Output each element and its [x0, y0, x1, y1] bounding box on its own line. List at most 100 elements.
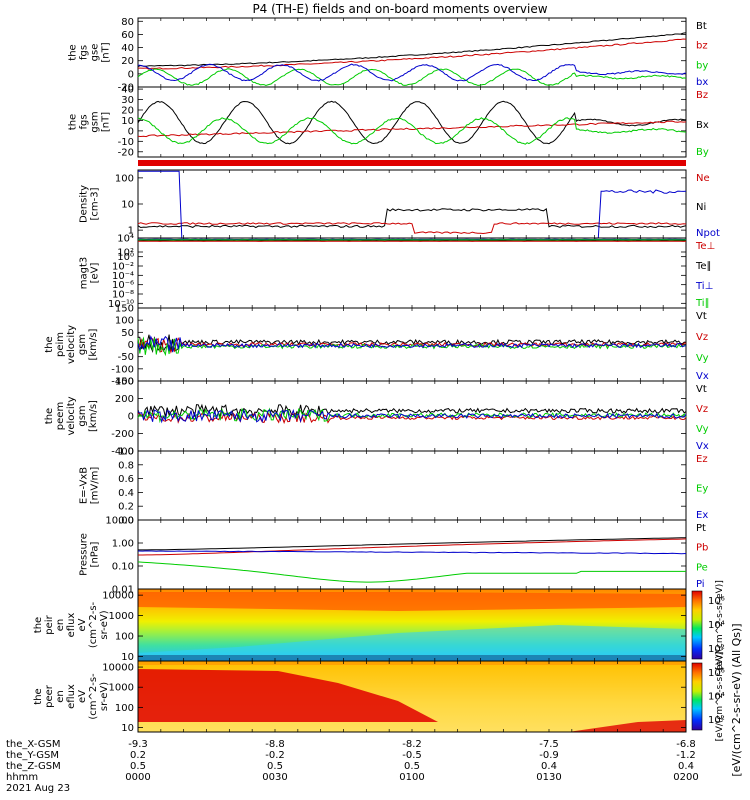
panel-peem-velocity: -400 -200 0 200 400 the peem velocity gsm [km/s] V… [44, 377, 709, 458]
y-axis-label: Pressure [79, 533, 90, 576]
y-axis-label: (cm^2-s- [88, 601, 99, 648]
legend-entry: by [696, 60, 708, 71]
series-Vx [137, 335, 687, 353]
series-Npot [138, 170, 687, 239]
y-axis-label: the [44, 336, 55, 352]
x-tick-label: 0.4 [541, 761, 557, 772]
colorbar-tick-label: 10² [708, 644, 725, 655]
legend-entry: bx [696, 77, 708, 88]
panel-traces [137, 100, 687, 145]
panel-traces [137, 403, 687, 425]
series-Bx [137, 100, 686, 145]
legend-entry: Vz [696, 404, 708, 415]
legend-entry: Bt [696, 21, 707, 32]
panel-traces [137, 537, 687, 583]
x-axis: the_X-GSM the_Y-GSM the_Z-GSM hhmm 2021 … [6, 739, 699, 794]
y-axis-label: eflux [66, 684, 77, 709]
y-tick-label: 40 [121, 43, 134, 54]
y-tick-label: 100 [115, 632, 134, 643]
y-tick-label: 10 [121, 652, 134, 663]
panel-peir-spec: 10² 10⁴ 10⁶[eV/(cm^2-s-sr-eV)] 10 100 1000 100… [33, 580, 725, 670]
legend-entry: Npot [696, 228, 720, 239]
plot-date: 2021 Aug 23 [6, 783, 70, 794]
legend-entry: Ni [696, 202, 706, 213]
y-tick-label: -100 [111, 364, 134, 375]
y-axis-label: sr-eV) [99, 682, 110, 711]
x-tick-label: -1.2 [676, 750, 696, 761]
series-bx [138, 63, 687, 82]
y-tick-label: 150 [115, 304, 134, 315]
y-tick-label: 10 [121, 116, 134, 127]
y-tick-label: 0 [128, 412, 134, 423]
y-tick-label: 100 [115, 703, 134, 714]
y-tick-label: 10⁻¹⁰ [108, 299, 134, 310]
y-axis-label: eflux [66, 613, 77, 638]
colorbar [691, 662, 703, 731]
xaxis-row-label: the_Z-GSM [6, 761, 61, 772]
x-tick-label: -9.3 [128, 739, 148, 750]
series-Pe [137, 561, 686, 583]
y-tick-label: 1 [128, 226, 134, 237]
legend-entry: bz [696, 41, 708, 52]
legend-entry: Pe [696, 562, 708, 573]
legend-entry: Vt [696, 384, 707, 395]
y-axis-label: [km/s] [88, 328, 99, 360]
x-tick-label: 0030 [262, 772, 287, 783]
y-axis-label: peim [55, 332, 66, 357]
spectrogram-high-flux [138, 669, 438, 722]
quality-flag-bar [138, 160, 686, 166]
y-axis-label: [cm-3] [90, 187, 101, 220]
panel-efield: 0.0 0.2 0.4 0.6 0.8 1.0 E=-VxB [mV/m] Ez Ey Ex [79, 447, 709, 527]
y-tick-label: 0.8 [118, 460, 134, 471]
y-axis-label: E=-VxB [79, 467, 90, 504]
series-Ni [137, 208, 687, 229]
y-tick-label: 1000 [109, 683, 134, 694]
legend-entry: Ti⊥ [695, 281, 713, 292]
y-axis-label: peer [44, 684, 55, 708]
y-tick-label: 10⁻⁶ [112, 280, 134, 291]
y-axis-label: the [33, 617, 44, 633]
y-tick-label: 30 [121, 95, 134, 106]
y-axis-label: velocity [66, 325, 77, 364]
y-tick-label: 10000 [102, 663, 134, 674]
series-Bt [137, 32, 687, 67]
y-tick-label: 0.01 [112, 585, 134, 596]
y-tick-label: 10⁰ [117, 252, 134, 263]
y-tick-label: 10 [121, 200, 134, 211]
y-tick-label: -200 [111, 429, 134, 440]
x-tick-label: -6.8 [676, 739, 696, 750]
panel-fgs-gse: -20 0 20 40 60 80 the fgs gse [nT] Bt bz by bx [68, 17, 709, 94]
y-tick-label: 0.0 [118, 516, 134, 527]
legend-entry: Ne [696, 173, 710, 184]
x-tick-label: -7.5 [539, 739, 559, 750]
x-tick-label: -0.9 [539, 750, 559, 761]
y-tick-label: 0.2 [118, 502, 134, 513]
y-tick-label: 40 [121, 85, 134, 96]
y-tick-label: 10.00 [105, 516, 134, 527]
y-tick-label: 80 [121, 17, 134, 28]
y-tick-label: -20 [118, 83, 134, 94]
y-tick-label: 10⁻⁸ [112, 290, 134, 301]
y-tick-label: -400 [111, 447, 134, 458]
series-Vz [137, 411, 687, 425]
y-tick-label: -20 [118, 147, 134, 158]
spectrogram-low-energy-band [568, 720, 686, 732]
y-axis-label: fgs [79, 45, 90, 60]
y-tick-label: 1000 [109, 611, 134, 622]
y-axis-label: the [68, 114, 79, 130]
panel-frame [137, 237, 687, 309]
y-axis-label: Density [79, 185, 90, 223]
y-tick-label: 10² [117, 248, 134, 259]
y-tick-label: 200 [115, 394, 134, 405]
y-tick-label: -150 [111, 377, 134, 388]
xaxis-row-label: hhmm [6, 772, 38, 783]
y-axis-label: [mV/m] [90, 467, 101, 505]
y-axis-label: gsm [90, 111, 101, 132]
y-axis-label: peem [55, 402, 66, 430]
panel-frame [137, 17, 687, 88]
panel-frame [137, 86, 687, 158]
y-tick-label: 10 [121, 723, 134, 734]
y-tick-label: 0.4 [118, 488, 134, 499]
legend-entry: Te⊥ [695, 241, 715, 252]
legend-entry: Pt [696, 523, 706, 534]
